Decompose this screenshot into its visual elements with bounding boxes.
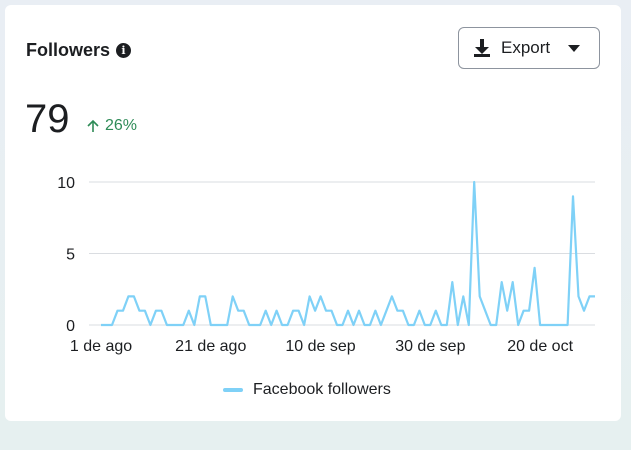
- y-tick-label: 5: [66, 247, 75, 264]
- followers-line-chart: 0 5 10 1 de ago 21 de ago 10 de sep 30 de sep 2…: [57, 175, 596, 355]
- export-button[interactable]: Export: [458, 27, 600, 69]
- card-title: Followers: [26, 40, 111, 60]
- info-icon[interactable]: i: [116, 43, 132, 58]
- legend-swatch: [223, 388, 243, 392]
- card-header: Followers i: [26, 40, 132, 61]
- y-tick-label: 0: [66, 318, 75, 335]
- export-label: Export: [501, 38, 551, 57]
- followers-card: Followers i Export 79 26% 0 5 10 1 de ago 21…: [5, 5, 621, 421]
- x-tick-label: 30 de sep: [395, 338, 465, 355]
- x-tick-label: 20 de oct: [507, 338, 573, 355]
- delta-indicator: 26%: [87, 117, 137, 135]
- download-icon: [474, 39, 490, 57]
- legend-label: Facebook followers: [253, 381, 391, 398]
- chart-legend[interactable]: Facebook followers: [223, 381, 391, 399]
- caret-down-icon: [568, 44, 581, 52]
- x-tick-label: 21 de ago: [175, 338, 246, 355]
- y-tick-label: 10: [57, 175, 75, 192]
- followers-count: 79: [25, 97, 70, 141]
- arrow-up-icon: [87, 119, 99, 132]
- x-tick-label: 10 de sep: [285, 338, 355, 355]
- delta-value: 26%: [105, 117, 138, 134]
- x-tick-label: 1 de ago: [70, 338, 132, 355]
